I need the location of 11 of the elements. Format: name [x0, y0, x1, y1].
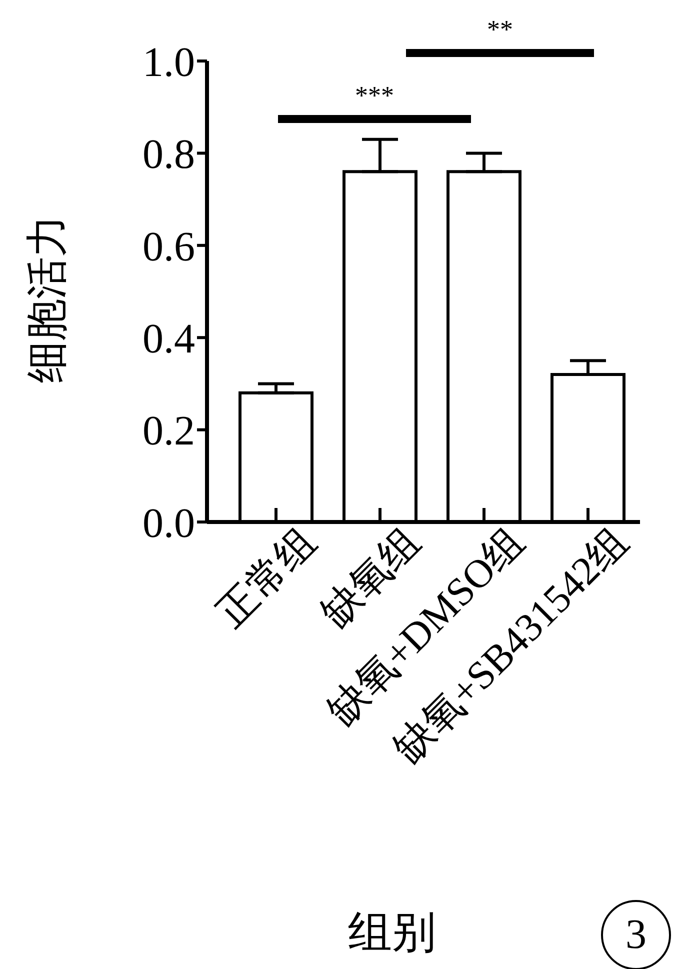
y-tick-label: 0.2 [142, 408, 195, 455]
y-tick-label: 0.4 [142, 316, 195, 363]
y-axis-title: 细胞活力 [24, 214, 72, 385]
y-tick-label: 0.8 [142, 132, 195, 178]
text: ** [486, 15, 514, 45]
text: 3 [601, 900, 671, 969]
y-tick-label: 0.6 [142, 224, 195, 270]
y-tick-label: 1.0 [142, 40, 195, 86]
annotation: *** [354, 81, 395, 111]
y-tick-label: 0.0 [142, 500, 195, 547]
x-axis-title: 组别 [348, 907, 436, 959]
